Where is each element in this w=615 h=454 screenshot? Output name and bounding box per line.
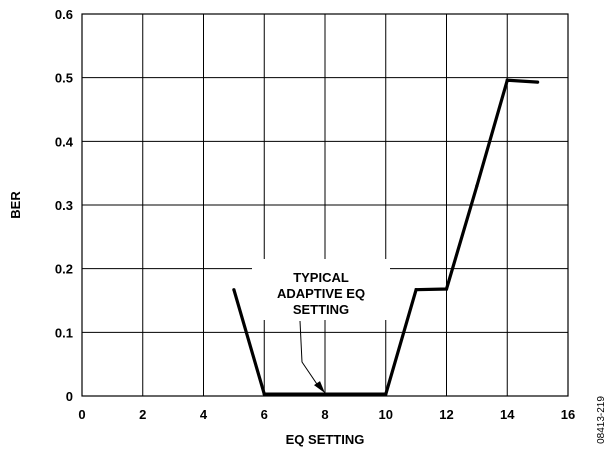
annotation: TYPICAL ADAPTIVE EQ SETTING — [252, 259, 390, 394]
data-point-3 — [323, 392, 327, 396]
y-axis-title: BER — [8, 191, 23, 219]
x-tick-label-8: 16 — [561, 407, 575, 422]
data-point-5 — [384, 392, 388, 396]
annotation-arrow-line — [299, 320, 320, 388]
figure-code: 08413-219 — [596, 396, 607, 444]
x-tick-labels: 0 2 4 6 8 10 12 14 16 — [78, 407, 575, 422]
x-tick-label-4: 8 — [321, 407, 328, 422]
data-point-1 — [262, 392, 266, 396]
data-points — [232, 78, 540, 396]
x-tick-label-1: 2 — [139, 407, 146, 422]
x-tick-label-2: 4 — [200, 407, 208, 422]
y-tick-label-3: 0.3 — [55, 198, 73, 213]
x-tick-label-3: 6 — [261, 407, 268, 422]
data-point-2 — [293, 392, 297, 396]
y-tick-label-4: 0.4 — [55, 134, 74, 149]
y-tick-label-6: 0.6 — [55, 7, 73, 22]
annotation-line-3: SETTING — [293, 302, 349, 317]
x-tick-label-0: 0 — [78, 407, 85, 422]
annotation-line-1: TYPICAL — [293, 270, 349, 285]
x-tick-label-6: 12 — [439, 407, 453, 422]
annotation-arrowhead — [314, 381, 325, 394]
y-tick-labels: 0 0.1 0.2 0.3 0.4 0.5 0.6 — [55, 7, 74, 404]
grid-lines — [81, 13, 569, 397]
annotation-line-2: ADAPTIVE EQ — [277, 286, 365, 301]
data-point-10 — [536, 80, 540, 84]
data-point-8 — [475, 184, 479, 188]
y-tick-label-5: 0.5 — [55, 71, 73, 86]
data-point-6 — [414, 288, 418, 292]
data-point-4 — [353, 392, 357, 396]
annotation-background — [252, 259, 390, 320]
data-point-0 — [232, 288, 236, 292]
plot-frame — [81, 13, 569, 397]
y-tick-label-0: 0 — [66, 389, 73, 404]
data-point-7 — [444, 287, 449, 291]
x-axis-title: EQ SETTING — [286, 432, 365, 447]
x-tick-label-7: 14 — [500, 407, 515, 422]
data-point-9 — [505, 78, 509, 82]
y-tick-label-2: 0.2 — [55, 262, 73, 277]
x-tick-label-5: 10 — [379, 407, 393, 422]
y-tick-label-1: 0.1 — [55, 325, 73, 340]
